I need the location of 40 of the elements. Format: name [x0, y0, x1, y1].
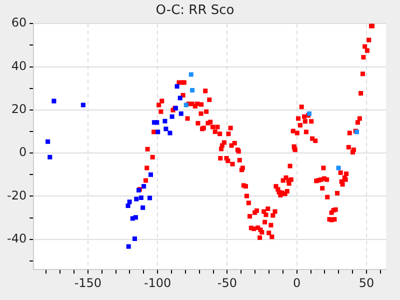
point: [336, 166, 341, 170]
point: [127, 200, 132, 204]
x-tick-label: -100: [144, 276, 172, 290]
point: [148, 196, 152, 200]
point: [80, 102, 86, 108]
point: [154, 120, 160, 125]
x-tick-label: 50: [358, 276, 374, 290]
point: [190, 88, 195, 93]
y-tick-label: -20: [6, 188, 27, 202]
point: [138, 195, 144, 200]
y-tick-label: -40: [6, 232, 27, 246]
point: [148, 172, 154, 177]
y-tick-label: 60: [11, 16, 27, 30]
y-tick-label: 40: [11, 58, 27, 73]
point: [126, 244, 131, 249]
point: [178, 96, 182, 100]
point: [142, 184, 146, 189]
point: [156, 130, 160, 134]
point: [174, 84, 180, 89]
x-tick-label: 0: [293, 276, 301, 290]
point: [132, 236, 137, 242]
point: [188, 72, 194, 77]
point: [140, 205, 146, 210]
point: [48, 154, 52, 160]
point: [178, 111, 184, 116]
point: [164, 126, 168, 132]
y-tick-label: 0: [18, 145, 27, 160]
point: [170, 114, 174, 119]
point: [184, 102, 188, 108]
point: [126, 203, 130, 208]
y-tick-label: 20: [11, 102, 27, 116]
point: [130, 216, 135, 221]
point: [168, 130, 172, 136]
point: [52, 98, 56, 104]
point: [46, 139, 50, 144]
point: [134, 196, 139, 202]
x-tick-label: -150: [74, 276, 102, 290]
point: [162, 118, 168, 124]
chart-title: O-C: RR Sco: [156, 3, 234, 18]
x-tick-label: -50: [217, 276, 238, 290]
